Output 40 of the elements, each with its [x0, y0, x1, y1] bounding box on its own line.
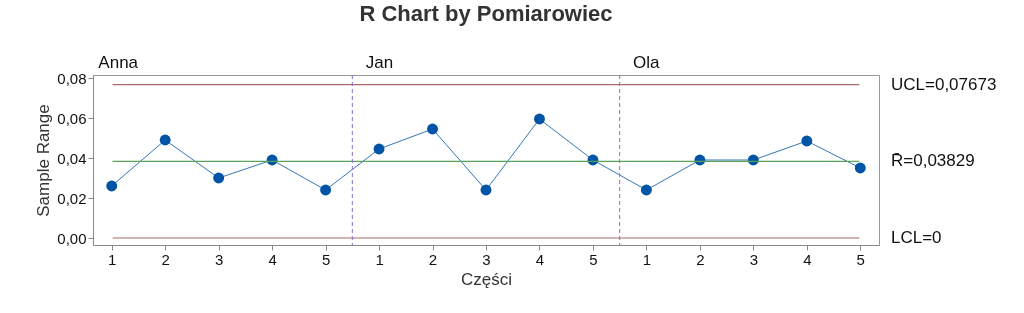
x-tick-label: 1 — [108, 250, 117, 268]
text: Anna — [98, 53, 139, 72]
x-tick-label: 4 — [803, 250, 812, 268]
x-tick-label: 2 — [696, 250, 705, 268]
ref-line-label: LCL=0 — [891, 228, 942, 247]
point — [159, 134, 171, 146]
point — [480, 184, 492, 196]
x-tick-label: 3 — [749, 250, 759, 268]
x-axis-title: Części — [460, 269, 513, 289]
x-tick-label: 1 — [642, 250, 652, 268]
point — [640, 184, 652, 196]
point — [320, 184, 332, 196]
ref-line-label: UCL=0,07673 — [891, 74, 997, 94]
y-tick-label: 0,04 — [57, 149, 87, 167]
point — [213, 172, 225, 184]
x-tick-label: 5 — [856, 250, 865, 268]
chart-title: R Chart by Pomiarowiec — [359, 1, 613, 26]
point — [373, 143, 385, 155]
point — [427, 123, 439, 135]
x-tick-label: 4 — [535, 250, 545, 268]
y-tick-label: 0,00 — [57, 229, 87, 247]
x-tick-label: 1 — [375, 250, 384, 268]
point — [801, 135, 813, 147]
y-tick-label: 0,02 — [57, 189, 87, 207]
text: Jan — [365, 53, 394, 72]
y-axis-title: Sample Range — [34, 104, 54, 217]
x-tick-label: 2 — [161, 250, 170, 268]
point — [854, 162, 866, 174]
x-tick-label: 3 — [482, 250, 491, 268]
y-tick-label: 0,08 — [57, 69, 87, 87]
x-tick-label: 4 — [268, 250, 277, 268]
x-tick-label: 5 — [321, 250, 331, 268]
point — [106, 180, 118, 192]
ref-line-label: R̄=0,03829 — [891, 151, 975, 171]
x-tick-label: 3 — [214, 250, 224, 268]
x-tick-label: 2 — [428, 250, 438, 268]
text: Ola — [633, 53, 661, 72]
point — [533, 113, 545, 125]
y-tick-label: 0,06 — [57, 109, 87, 127]
x-tick-label: 5 — [589, 250, 598, 268]
